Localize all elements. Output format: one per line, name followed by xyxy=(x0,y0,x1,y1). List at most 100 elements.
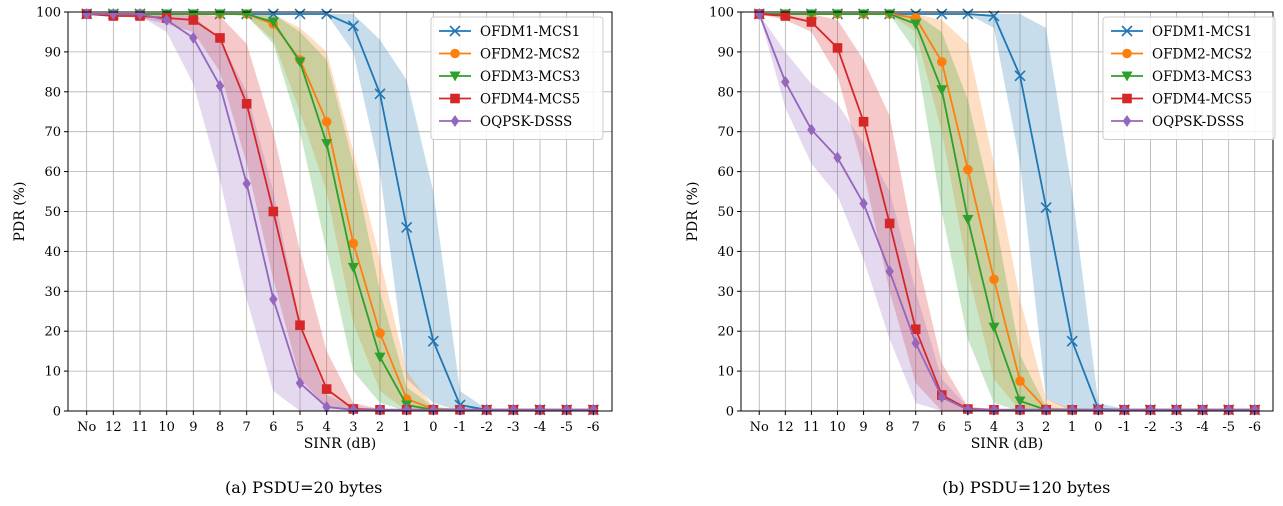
data-point xyxy=(109,7,118,20)
data-point xyxy=(215,33,225,43)
data-point xyxy=(321,384,332,394)
x-tick-label: -2 xyxy=(480,420,493,435)
data-point xyxy=(1146,403,1155,416)
data-point xyxy=(267,17,279,28)
x-tick-label: 3 xyxy=(1016,420,1024,435)
y-tick-label: 60 xyxy=(717,165,734,180)
y-tick-label: 40 xyxy=(44,245,61,260)
confidence-band xyxy=(86,13,594,412)
data-point xyxy=(348,238,359,249)
data-point xyxy=(294,57,306,68)
x-tick-label: 4 xyxy=(990,420,998,435)
data-point xyxy=(321,8,333,20)
x-tick-label: 6 xyxy=(269,420,277,435)
data-point xyxy=(162,13,171,26)
data-point xyxy=(188,15,199,25)
y-tick-label: 100 xyxy=(709,6,734,21)
data-point xyxy=(482,403,491,416)
x-tick-label: 9 xyxy=(189,420,197,435)
confidence-band xyxy=(759,13,1255,412)
data-point xyxy=(1014,70,1026,82)
data-point xyxy=(780,11,791,21)
legend-label: OQPSK-DSSS xyxy=(1152,114,1244,130)
data-point xyxy=(349,403,358,416)
legend-label: OFDM4-MCS5 xyxy=(1152,92,1252,108)
data-point xyxy=(963,164,973,175)
data-point xyxy=(989,403,999,416)
x-tick-label: 7 xyxy=(912,420,920,435)
data-point xyxy=(833,151,842,164)
data-point xyxy=(535,403,545,416)
series-line xyxy=(758,13,1255,411)
x-tick-label: 5 xyxy=(964,420,972,435)
legend-marker xyxy=(1122,93,1132,104)
data-point xyxy=(806,17,817,27)
y-tick-label: 100 xyxy=(36,6,61,21)
y-tick-label: 30 xyxy=(44,285,61,300)
data-point xyxy=(962,8,974,20)
y-tick-label: 20 xyxy=(717,325,734,340)
data-point xyxy=(911,337,920,350)
data-point xyxy=(755,7,764,20)
data-point xyxy=(963,403,973,416)
x-tick-label: 3 xyxy=(349,420,357,435)
data-point xyxy=(859,197,868,210)
data-point xyxy=(885,265,894,278)
x-tick-label: -6 xyxy=(587,420,600,435)
data-point xyxy=(321,139,333,150)
y-tick-label: 0 xyxy=(53,405,61,420)
legend-label: OFDM3-MCS3 xyxy=(480,69,580,85)
data-point xyxy=(295,377,305,390)
y-tick-label: 90 xyxy=(717,45,734,60)
x-tick-label: -4 xyxy=(1196,420,1209,435)
y-tick-label: 50 xyxy=(717,205,734,220)
data-point xyxy=(562,403,571,416)
confidence-band xyxy=(86,13,594,412)
x-tick-label: 2 xyxy=(1042,420,1050,435)
x-tick-label: -1 xyxy=(454,420,467,435)
legend-label: OFDM1-MCS1 xyxy=(1152,24,1252,40)
x-tick-label: -5 xyxy=(1222,420,1235,435)
data-point xyxy=(402,403,411,416)
data-point xyxy=(1172,403,1181,416)
legend-marker xyxy=(449,71,461,82)
x-tick-label: 10 xyxy=(158,420,175,435)
x-tick-label: -3 xyxy=(1170,420,1183,435)
data-point xyxy=(1041,403,1051,416)
figure-caption: (b) PSDU=120 bytes xyxy=(942,478,1110,497)
data-point xyxy=(375,328,385,338)
data-point xyxy=(242,177,251,190)
legend-label: OFDM2-MCS2 xyxy=(480,47,580,63)
data-point xyxy=(375,403,385,416)
data-point xyxy=(589,403,598,416)
data-point xyxy=(509,403,518,416)
x-tick-label: 1 xyxy=(1068,420,1076,435)
data-point xyxy=(937,391,947,404)
legend-label: OFDM4-MCS5 xyxy=(480,92,580,108)
y-tick-label: 70 xyxy=(44,125,61,140)
data-point xyxy=(936,8,948,20)
data-point xyxy=(781,75,790,88)
data-point xyxy=(374,88,386,100)
y-axis-label: PDR (%) xyxy=(685,182,701,242)
x-tick-label: 12 xyxy=(105,420,122,435)
data-point xyxy=(1040,201,1052,214)
data-point xyxy=(1015,403,1025,416)
data-point xyxy=(1015,376,1025,386)
x-axis-label: SINR (dB) xyxy=(304,436,377,452)
legend-marker xyxy=(450,115,460,127)
data-point xyxy=(347,262,359,273)
legend-box xyxy=(1102,16,1276,140)
x-tick-label: 0 xyxy=(1094,420,1102,435)
x-tick-label: -5 xyxy=(560,420,573,435)
y-tick-label: 20 xyxy=(44,325,61,340)
x-axis-label: SINR (dB) xyxy=(971,436,1044,452)
y-tick-label: 80 xyxy=(44,85,61,100)
data-point xyxy=(1094,403,1103,416)
y-tick-label: 80 xyxy=(717,85,734,100)
y-tick-label: 90 xyxy=(44,45,61,60)
x-tick-label: 5 xyxy=(296,420,304,435)
